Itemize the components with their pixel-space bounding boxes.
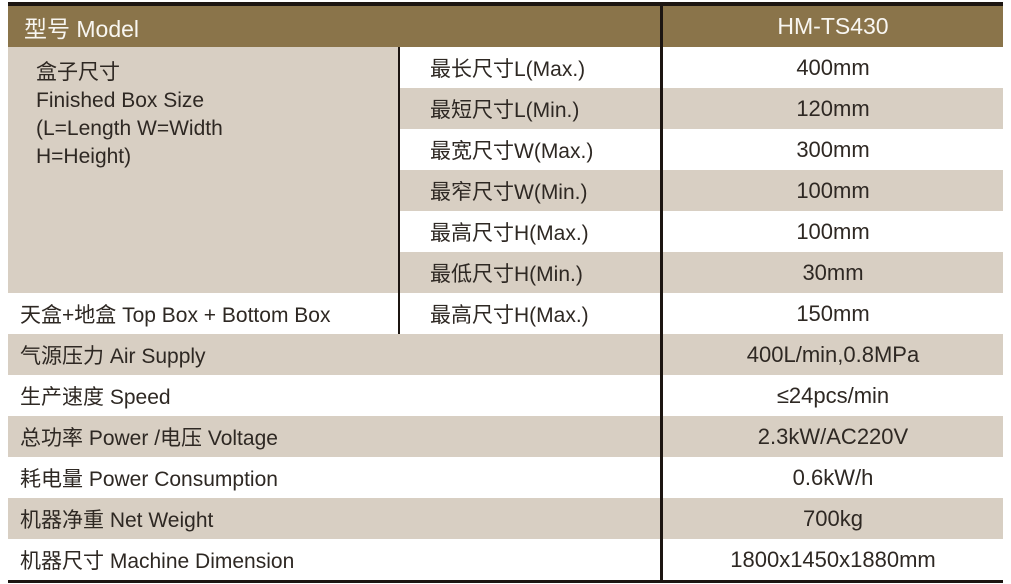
table-row: 气源压力 Air Supply 400L/min,0.8MPa [8,334,1003,375]
dimension-label: 最窄尺寸W(Min.) [430,180,588,204]
table-row: 最窄尺寸W(Min.) 100mm [400,170,1003,211]
table-row: 机器尺寸 Machine Dimension 1800x1450x1880mm [8,539,1003,580]
dimension-label: 最低尺寸H(Min.) [430,262,583,286]
dimension-label: 最高尺寸H(Max.) [430,221,589,245]
row-value: 0.6kW/h [660,457,1003,498]
table-row: 最短尺寸L(Min.) 120mm [400,88,1003,129]
table-row: 耗电量 Power Consumption 0.6kW/h [8,457,1003,498]
row-value: 400L/min,0.8MPa [660,334,1003,375]
dimension-value: 300mm [660,129,1003,170]
box-size-section: 盒子尺寸 Finished Box Size (L=Length W=Width… [8,47,1003,293]
row-label: 气源压力 Air Supply [20,344,206,368]
dimension-label: 最高尺寸H(Max.) [430,303,589,327]
table-row: 总功率 Power /电压 Voltage 2.3kW/AC220V [8,416,1003,457]
row-label: 机器尺寸 Machine Dimension [20,549,295,573]
dimension-label: 最长尺寸L(Max.) [430,57,586,81]
dimension-value: 400mm [660,47,1003,88]
row-value: 1800x1450x1880mm [660,539,1003,580]
box-size-sub-rows: 最长尺寸L(Max.) 400mm 最短尺寸L(Min.) 120mm 最宽尺寸… [400,47,1003,293]
row-value: 2.3kW/AC220V [660,416,1003,457]
dimension-label: 最宽尺寸W(Max.) [430,139,594,163]
table-row: 最宽尺寸W(Max.) 300mm [400,129,1003,170]
row-label: 天盒+地盒 Top Box + Bottom Box [8,293,400,334]
row-label: 机器净重 Net Weight [20,508,214,532]
box-size-label: 盒子尺寸 Finished Box Size (L=Length W=Width… [8,47,400,293]
model-number: HM-TS430 [660,6,1003,47]
table-row: 最长尺寸L(Max.) 400mm [400,47,1003,88]
row-value: 700kg [660,498,1003,539]
spec-table: 型号 Model HM-TS430 盒子尺寸 Finished Box Size… [8,2,1003,583]
dimension-value: 100mm [660,211,1003,252]
dimension-value: 30mm [660,252,1003,293]
dimension-value: 100mm [660,170,1003,211]
dimension-label: 最短尺寸L(Min.) [430,98,580,122]
row-label: 生产速度 Speed [20,385,171,409]
table-row: 最低尺寸H(Min.) 30mm [400,252,1003,293]
row-value: ≤24pcs/min [660,375,1003,416]
table-row: 最高尺寸H(Max.) 100mm [400,211,1003,252]
table-row: 机器净重 Net Weight 700kg [8,498,1003,539]
table-header-row: 型号 Model HM-TS430 [8,6,1003,47]
row-label: 总功率 Power /电压 Voltage [20,426,278,450]
table-row: 生产速度 Speed ≤24pcs/min [8,375,1003,416]
model-header-label: 型号 Model [24,15,140,42]
row-label: 耗电量 Power Consumption [20,467,278,491]
dimension-value: 150mm [660,293,1003,334]
dimension-value: 120mm [660,88,1003,129]
top-bottom-box-row: 天盒+地盒 Top Box + Bottom Box 最高尺寸H(Max.) 1… [8,293,1003,334]
